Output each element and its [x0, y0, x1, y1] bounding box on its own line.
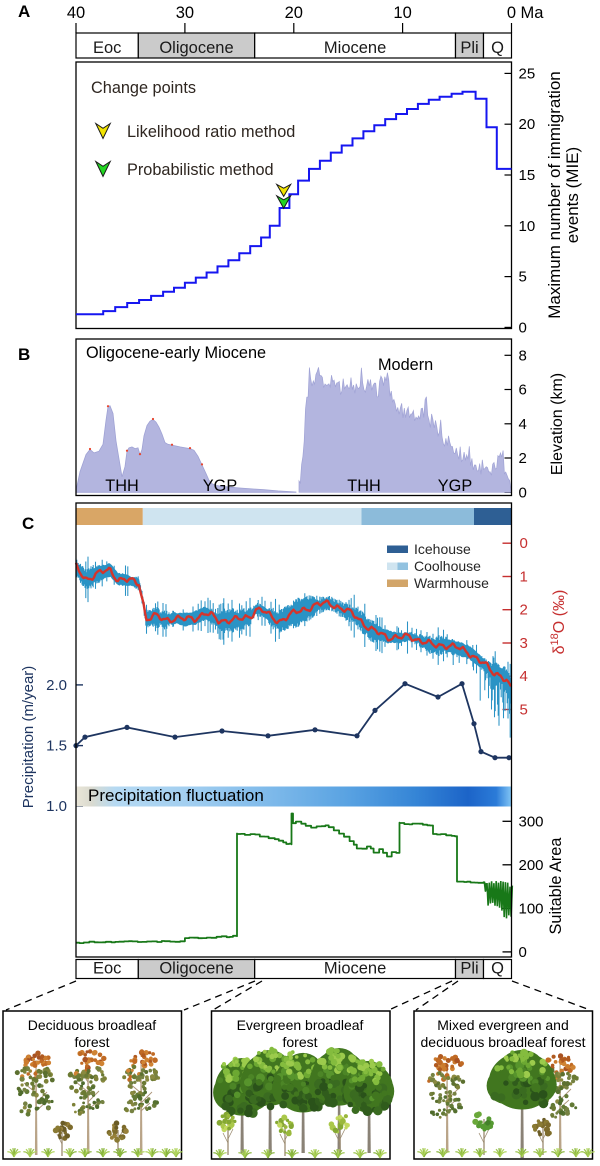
- svg-text:Pli: Pli: [460, 39, 478, 57]
- svg-text:10: 10: [519, 218, 536, 235]
- svg-text:YGP: YGP: [203, 477, 237, 495]
- svg-text:3: 3: [520, 635, 528, 652]
- svg-text:Likelihood ratio method: Likelihood ratio method: [127, 123, 295, 141]
- svg-text:1.5: 1.5: [46, 738, 67, 755]
- svg-text:100: 100: [519, 900, 544, 917]
- svg-text:0: 0: [519, 484, 527, 501]
- svg-text:2: 2: [520, 602, 528, 619]
- svg-text:15: 15: [519, 167, 536, 184]
- svg-text:Change points: Change points: [91, 79, 196, 97]
- svg-text:Oligocene: Oligocene: [159, 960, 233, 978]
- svg-text:Oligocene-early Miocene: Oligocene-early Miocene: [86, 344, 266, 362]
- svg-text:30: 30: [176, 4, 194, 22]
- svg-text:Q: Q: [491, 960, 504, 978]
- svg-text:Precipitation (m/year): Precipitation (m/year): [20, 666, 37, 809]
- svg-text:events (MIE): events (MIE): [563, 147, 582, 243]
- svg-text:deciduous broadleaf forest: deciduous broadleaf forest: [421, 1034, 586, 1050]
- svg-text:Pli: Pli: [460, 960, 478, 978]
- svg-text:Eoc: Eoc: [93, 39, 121, 57]
- svg-text:A: A: [18, 2, 30, 21]
- svg-text:5: 5: [519, 269, 527, 286]
- svg-text:1: 1: [520, 569, 528, 586]
- svg-text:C: C: [22, 514, 34, 533]
- svg-text:THH: THH: [105, 477, 138, 495]
- svg-text:forest: forest: [282, 1034, 317, 1050]
- svg-text:Coolhouse: Coolhouse: [414, 558, 481, 574]
- svg-text:Ma: Ma: [521, 4, 545, 22]
- svg-text:2: 2: [519, 450, 527, 467]
- svg-text:Probabilistic method: Probabilistic method: [127, 161, 274, 179]
- svg-text:Warmhouse: Warmhouse: [414, 575, 489, 591]
- svg-text:Evergreen broadleaf: Evergreen broadleaf: [237, 1017, 364, 1033]
- svg-text:2.0: 2.0: [46, 677, 67, 694]
- svg-text:Modern: Modern: [378, 356, 433, 374]
- svg-text:YGP: YGP: [438, 477, 472, 495]
- svg-text:6: 6: [519, 382, 527, 399]
- svg-text:4: 4: [520, 668, 528, 685]
- svg-text:Q: Q: [491, 39, 504, 57]
- svg-text:0: 0: [519, 944, 527, 961]
- svg-text:5: 5: [520, 702, 528, 719]
- svg-text:Icehouse: Icehouse: [414, 541, 471, 557]
- svg-text:forest: forest: [74, 1034, 109, 1050]
- svg-text:300: 300: [519, 813, 544, 830]
- svg-text:Eoc: Eoc: [93, 960, 121, 978]
- svg-text:Miocene: Miocene: [324, 960, 386, 978]
- svg-text:0: 0: [507, 4, 516, 22]
- svg-text:B: B: [18, 345, 30, 364]
- svg-text:Maximum number of immigration: Maximum number of immigration: [545, 71, 564, 319]
- svg-text:1.0: 1.0: [46, 798, 67, 815]
- svg-text:25: 25: [519, 65, 536, 82]
- svg-text:40: 40: [67, 4, 85, 22]
- svg-text:Precipitation fluctuation: Precipitation fluctuation: [88, 786, 264, 805]
- svg-text:10: 10: [393, 4, 411, 22]
- svg-text:THH: THH: [347, 477, 380, 495]
- svg-text:20: 20: [285, 4, 303, 22]
- svg-text:Deciduous broadleaf: Deciduous broadleaf: [28, 1017, 157, 1033]
- svg-text:8: 8: [519, 347, 527, 364]
- svg-text:Miocene: Miocene: [324, 39, 386, 57]
- svg-text:0: 0: [520, 535, 528, 552]
- svg-text:0: 0: [519, 319, 527, 336]
- svg-text:200: 200: [519, 857, 544, 874]
- svg-text:Suitable Area: Suitable Area: [547, 837, 565, 935]
- svg-text:Oligocene: Oligocene: [159, 39, 233, 57]
- svg-text:Mixed evergreen and: Mixed evergreen and: [437, 1017, 569, 1033]
- svg-text:20: 20: [519, 116, 536, 133]
- svg-text:Elevation (km): Elevation (km): [549, 373, 566, 475]
- svg-text:4: 4: [519, 416, 527, 433]
